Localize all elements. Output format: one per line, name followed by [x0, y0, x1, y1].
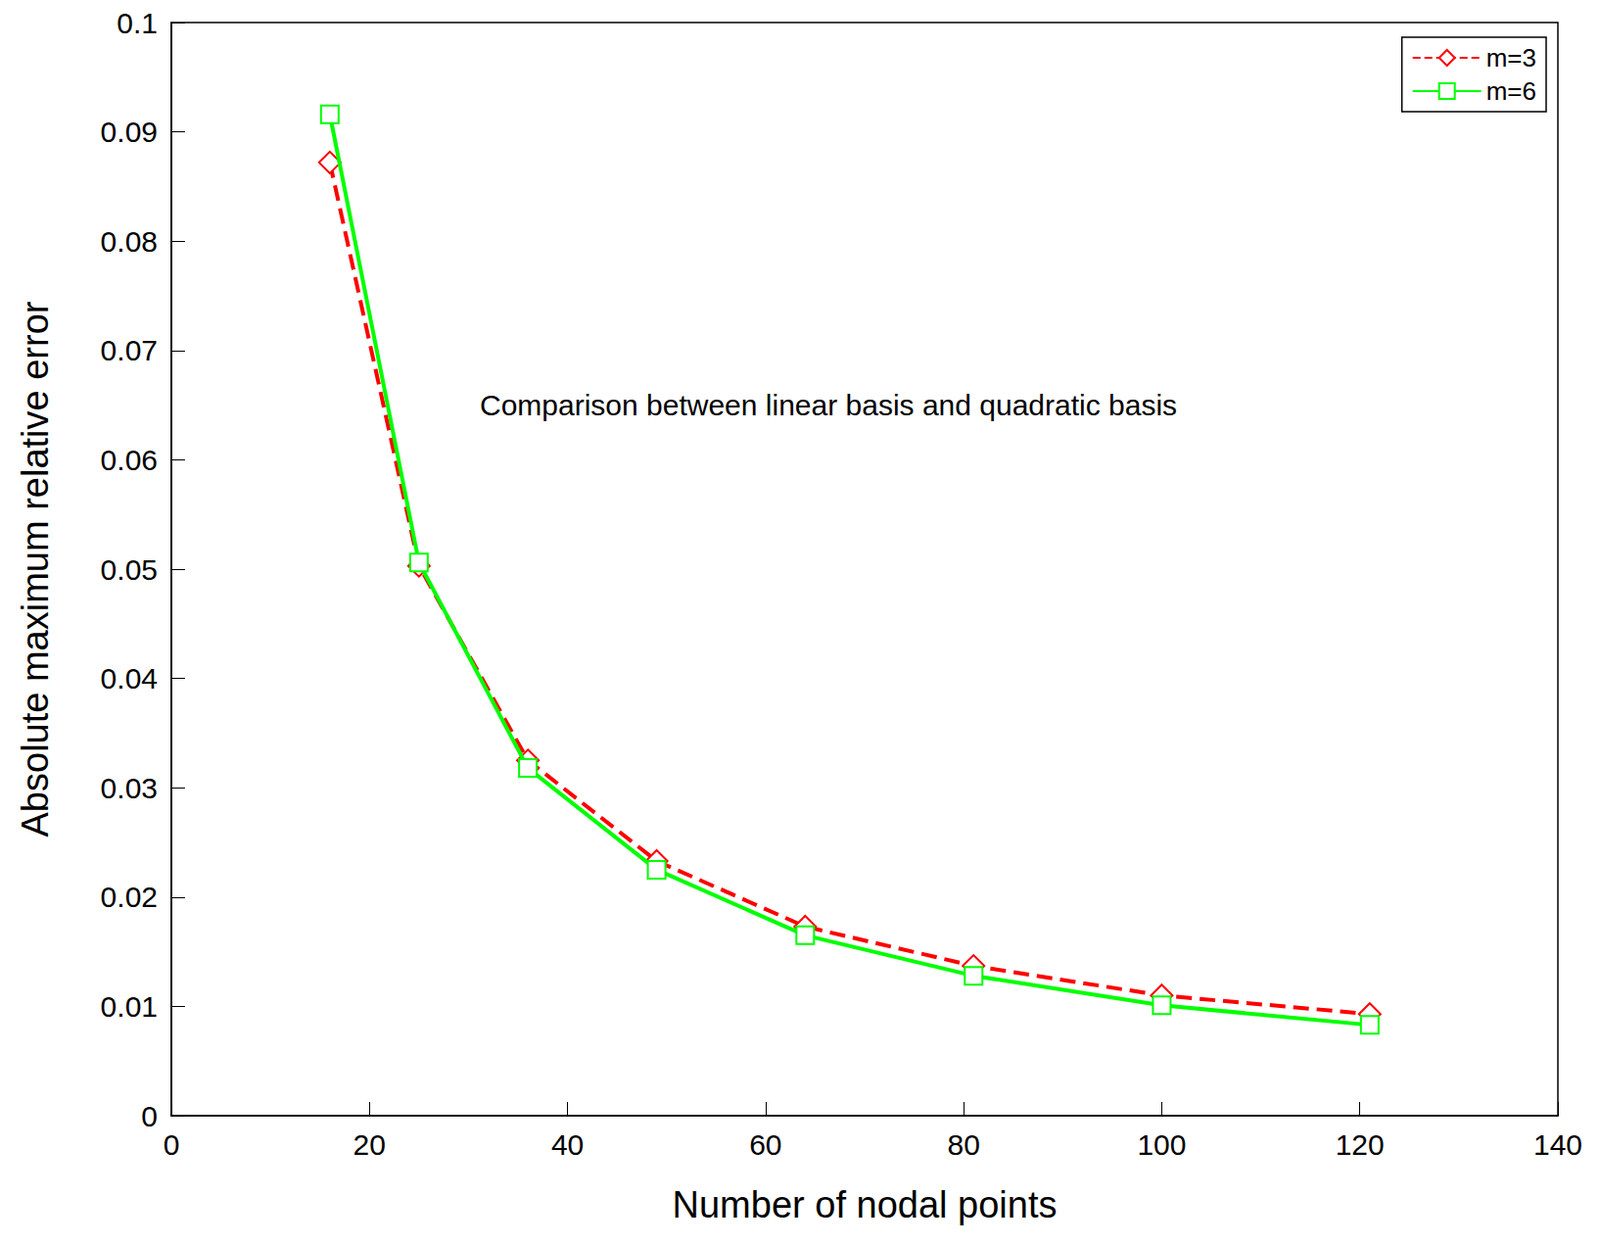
- svg-text:Comparison between linear basi: Comparison between linear basis and quad…: [479, 388, 1177, 422]
- svg-text:0.05: 0.05: [100, 553, 158, 586]
- svg-text:0.1: 0.1: [116, 6, 158, 40]
- svg-text:0.04: 0.04: [100, 661, 158, 695]
- svg-text:40: 40: [551, 1128, 584, 1161]
- svg-text:m=3: m=3: [1486, 43, 1537, 73]
- svg-text:0.08: 0.08: [100, 225, 158, 258]
- svg-text:0.03: 0.03: [100, 771, 158, 804]
- svg-text:0.09: 0.09: [100, 115, 158, 148]
- svg-text:0: 0: [163, 1128, 181, 1161]
- svg-text:0: 0: [141, 1099, 158, 1132]
- svg-text:60: 60: [749, 1128, 782, 1161]
- svg-text:0.02: 0.02: [100, 880, 158, 913]
- svg-text:120: 120: [1335, 1128, 1385, 1161]
- svg-text:Number of nodal points: Number of nodal points: [672, 1183, 1058, 1225]
- svg-text:140: 140: [1533, 1128, 1583, 1161]
- svg-text:Absolute maximum relative erro: Absolute maximum relative error: [14, 300, 56, 837]
- svg-text:0.06: 0.06: [100, 443, 158, 476]
- svg-text:m=6: m=6: [1486, 76, 1537, 106]
- svg-text:0.01: 0.01: [100, 989, 158, 1023]
- svg-text:20: 20: [353, 1128, 386, 1161]
- svg-text:80: 80: [946, 1128, 980, 1161]
- svg-text:0.07: 0.07: [100, 333, 158, 367]
- svg-text:100: 100: [1136, 1128, 1186, 1161]
